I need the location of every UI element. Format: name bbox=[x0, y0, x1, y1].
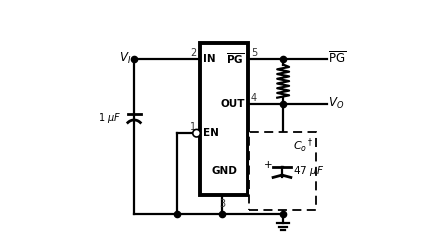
Text: +: + bbox=[264, 160, 273, 170]
Text: $V_O$: $V_O$ bbox=[328, 96, 345, 111]
Text: 3: 3 bbox=[220, 199, 226, 209]
Text: 2: 2 bbox=[190, 48, 197, 58]
Text: $47\ \mu F$: $47\ \mu F$ bbox=[293, 164, 324, 178]
Text: IN: IN bbox=[203, 54, 216, 64]
Text: $\overline{\rm PG}$: $\overline{\rm PG}$ bbox=[328, 51, 346, 66]
Text: $1\ \mu F$: $1\ \mu F$ bbox=[99, 111, 122, 125]
Text: 1: 1 bbox=[190, 122, 197, 132]
Text: GND: GND bbox=[211, 166, 237, 176]
Text: EN: EN bbox=[203, 128, 219, 138]
Circle shape bbox=[193, 129, 200, 137]
Text: OUT: OUT bbox=[220, 99, 245, 109]
Text: 5: 5 bbox=[251, 48, 257, 58]
Text: $C_o{}^\dagger$: $C_o{}^\dagger$ bbox=[293, 137, 313, 155]
Text: $V_I$: $V_I$ bbox=[119, 51, 131, 66]
Text: 4: 4 bbox=[251, 93, 257, 103]
Bar bbox=[249, 132, 316, 210]
Text: $\overline{\mathbf{PG}}$: $\overline{\mathbf{PG}}$ bbox=[227, 51, 245, 66]
Bar bbox=[200, 43, 248, 195]
